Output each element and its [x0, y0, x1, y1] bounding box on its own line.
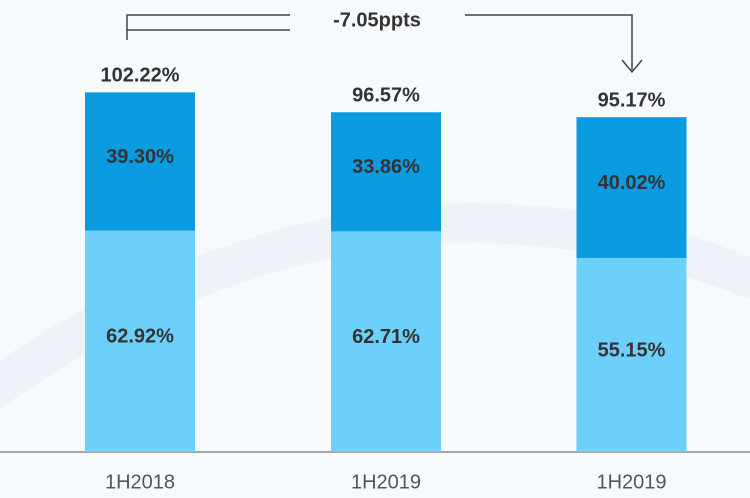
value-label: 40.02% [598, 172, 666, 194]
total-label: 95.17% [598, 89, 666, 111]
value-label: 55.15% [598, 339, 666, 361]
total-label: 102.22% [101, 65, 180, 87]
annotation: -7.05ppts [333, 9, 421, 31]
x-tick-label: 1H2019 [351, 471, 421, 493]
bar-segment [331, 112, 441, 232]
annotation-bracket [126, 14, 290, 30]
value-label: 62.92% [106, 326, 174, 348]
x-tick-label: 1H2018 [105, 471, 175, 493]
bar-segment [576, 117, 687, 258]
bar-segment [85, 92, 195, 231]
bar-segment [331, 231, 441, 452]
value-label: 39.30% [106, 146, 174, 168]
total-label: 96.57% [352, 85, 420, 107]
bar-segment [85, 230, 195, 452]
x-tick-label: 1H2019 [596, 471, 666, 493]
bar-segment [576, 257, 687, 452]
value-label: 33.86% [352, 156, 420, 178]
value-label: 62.71% [352, 326, 420, 348]
